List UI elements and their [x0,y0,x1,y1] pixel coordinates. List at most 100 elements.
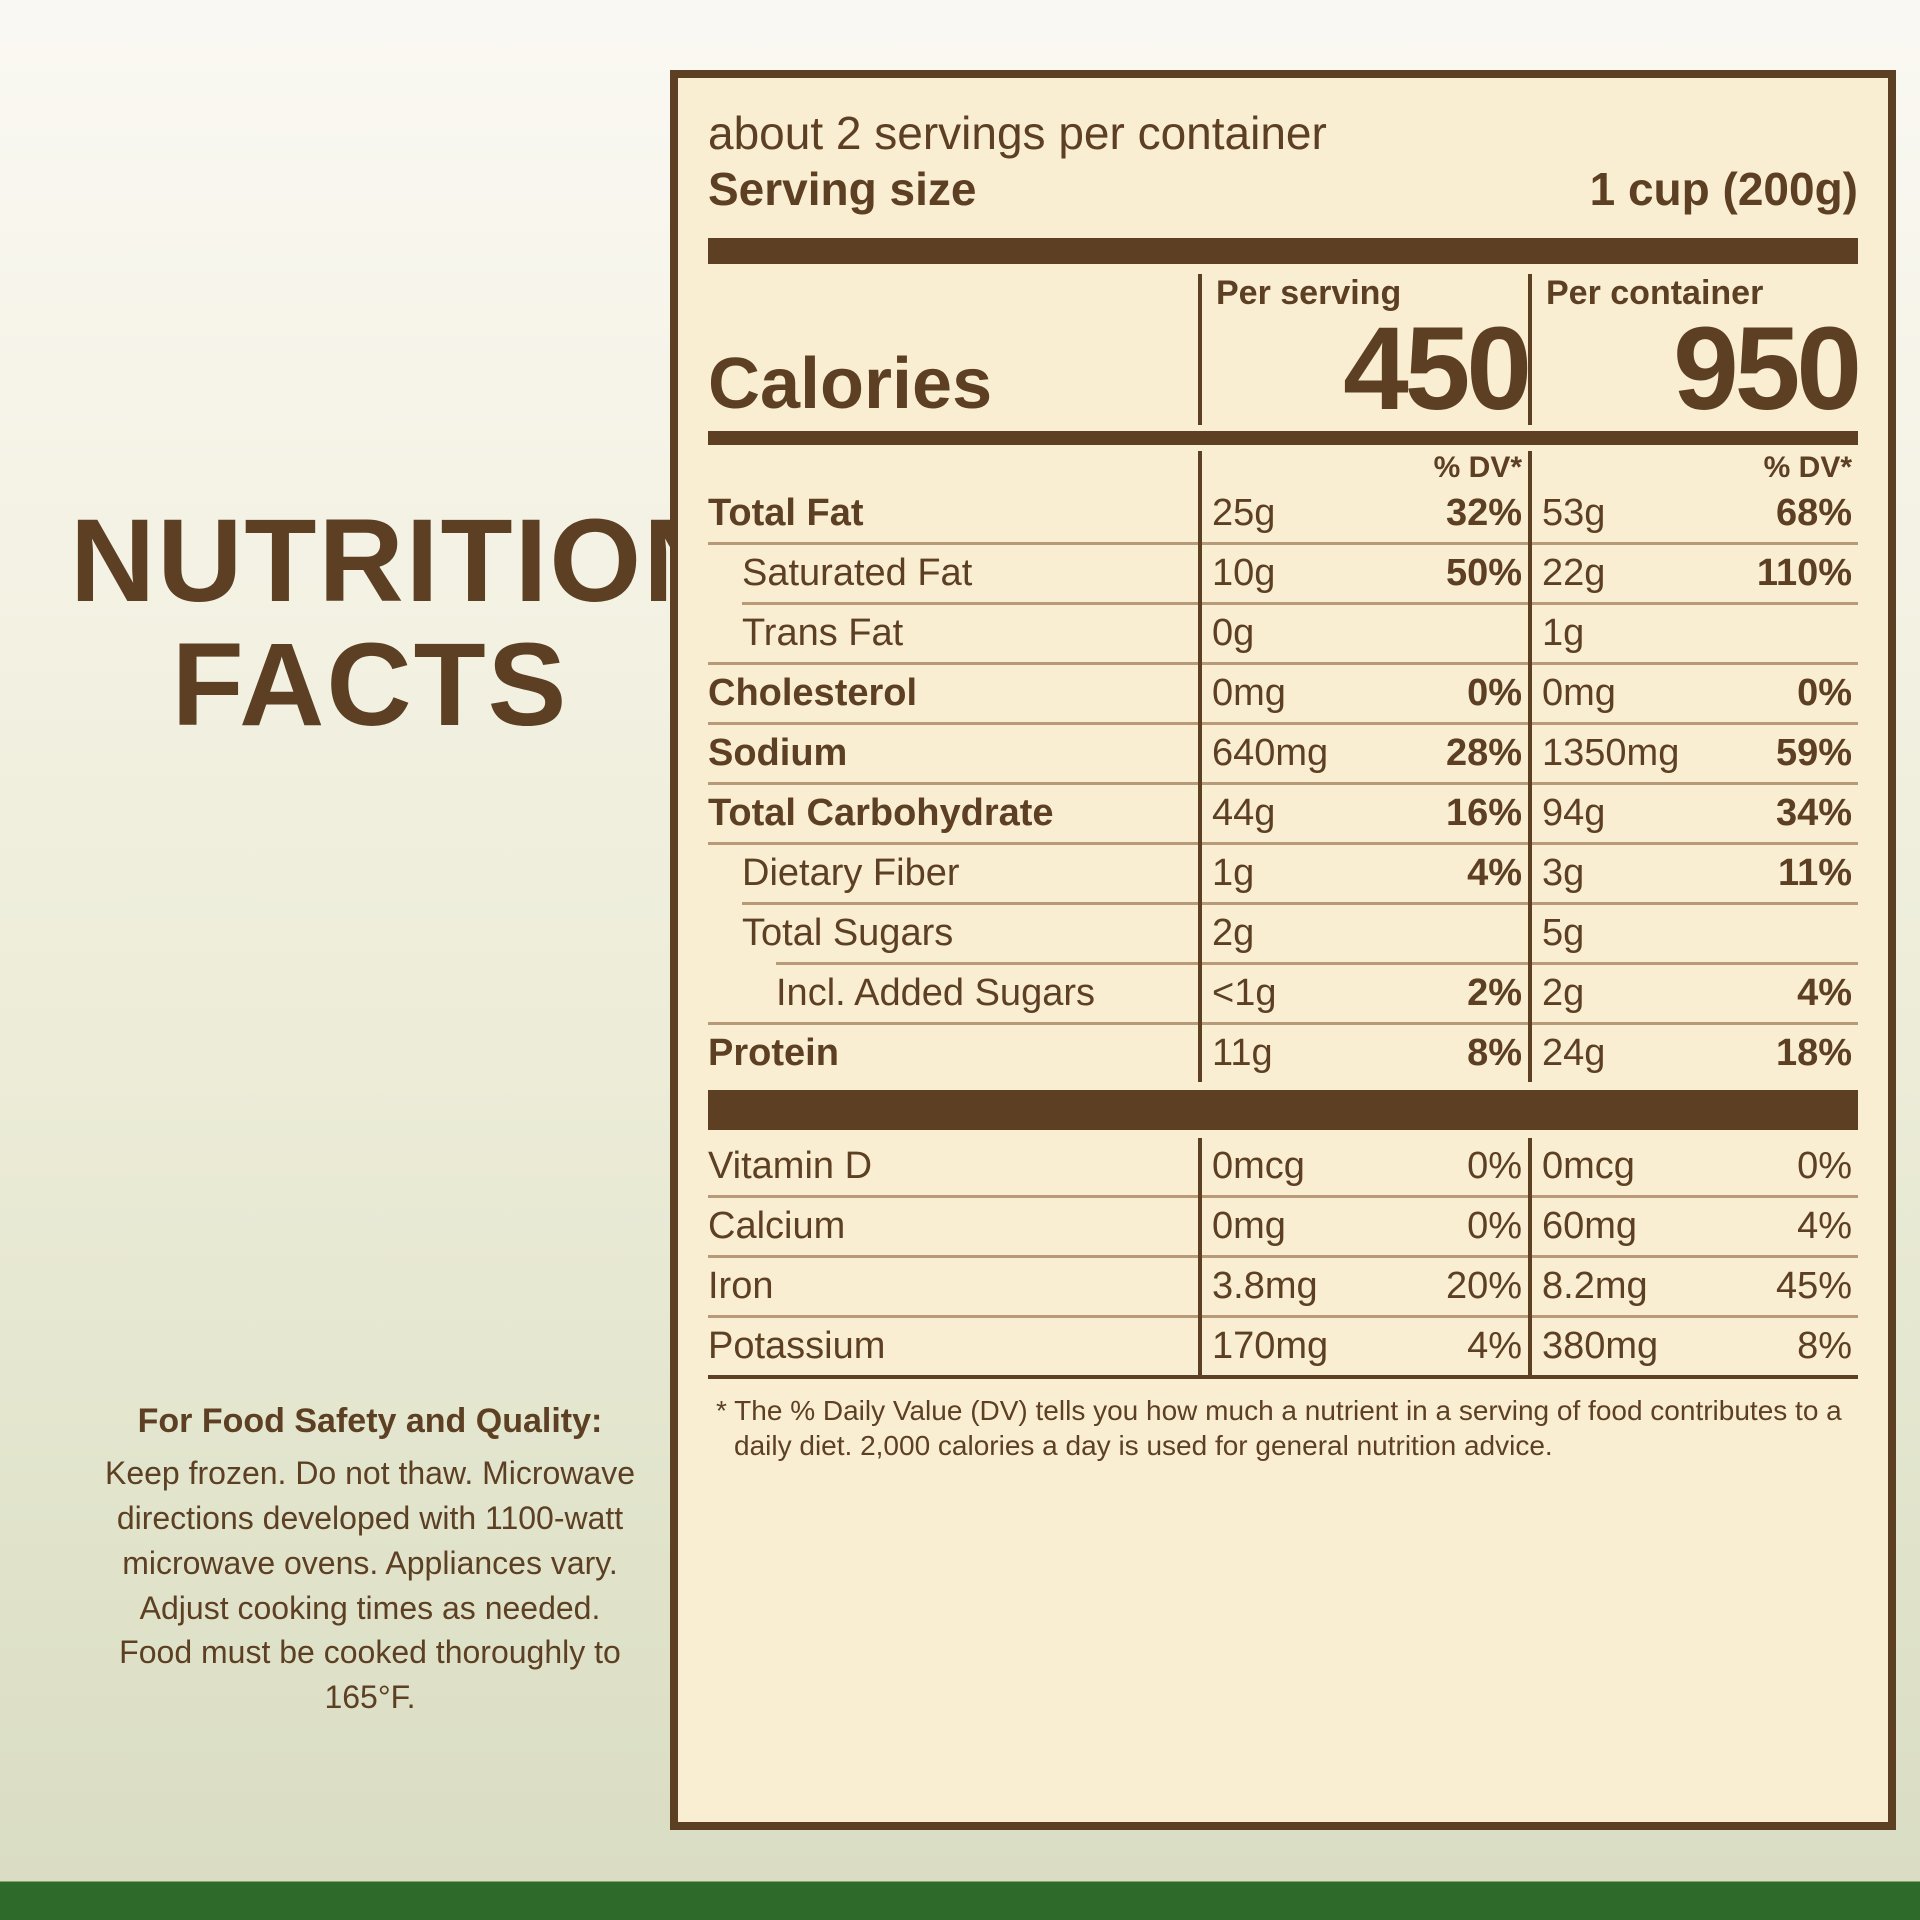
page-title: NUTRITION FACTS [70,500,670,748]
nutrient-dv-container: 11% [1738,845,1858,902]
nutrient-dv-container [1738,905,1858,962]
nutrient-dv-serving [1408,605,1528,662]
nutrient-amount-serving: 25g [1202,485,1408,542]
nutrient-label: Calcium [708,1205,845,1247]
nutrient-amount-container: 0mg [1532,665,1738,722]
nutrient-dv-container [1738,605,1858,662]
servings-per-container: about 2 servings per container [708,106,1858,160]
nutrient-row: Cholesterol 0mg0% 0mg0% [708,665,1858,722]
nutrient-amount-serving: 0g [1202,605,1408,662]
nutrient-dv-serving: 50% [1408,545,1528,602]
nutrient-dv-container: 18% [1738,1025,1858,1082]
nutrient-amount-serving: 0mg [1202,1198,1408,1255]
nutrient-dv-serving: 4% [1408,1318,1528,1375]
dv-header-row: % DV* % DV* [708,451,1858,485]
dv-footnote: * The % Daily Value (DV) tells you how m… [708,1379,1858,1463]
nutrient-label: Sodium [708,732,847,774]
nutrient-amount-container: 94g [1532,785,1738,842]
nutrient-dv-serving: 0% [1408,1138,1528,1195]
nutrient-label: Total Sugars [742,912,953,954]
nutrient-amount-container: 5g [1532,905,1738,962]
title-line-2: FACTS [70,624,670,748]
nutrient-row: Protein 11g8% 24g18% [708,1025,1858,1082]
nutrient-row: Total Carbohydrate 44g16% 94g34% [708,785,1858,842]
nutrient-dv-container: 4% [1738,965,1858,1022]
nutrients-block: Total Fat 25g32% 53g68% Saturated Fat 10… [708,485,1858,1082]
nutrient-amount-container: 0mcg [1532,1138,1738,1195]
nutrient-dv-serving: 0% [1408,1198,1528,1255]
rule-thick [708,238,1858,264]
nutrient-dv-serving: 16% [1408,785,1528,842]
rule-big [708,1090,1858,1130]
nutrient-amount-serving: 640mg [1202,725,1408,782]
nutrient-amount-serving: 0mcg [1202,1138,1408,1195]
serving-size-label: Serving size [708,162,976,216]
nutrient-amount-container: 380mg [1532,1318,1738,1375]
nutrient-row: Iron 3.8mg20% 8.2mg45% [708,1258,1858,1315]
nutrient-row: Potassium 170mg4% 380mg8% [708,1318,1858,1375]
nutrient-row: Calcium 0mg0% 60mg4% [708,1198,1858,1255]
serving-size-row: Serving size 1 cup (200g) [708,162,1858,216]
nutrient-dv-serving: 4% [1408,845,1528,902]
nutrient-dv-serving: 20% [1408,1258,1528,1315]
calories-per-serving: 450 [1343,313,1528,425]
nutrient-dv-container: 34% [1738,785,1858,842]
nutrient-label: Trans Fat [742,612,903,654]
nutrient-amount-container: 24g [1532,1025,1738,1082]
nutrient-dv-serving: 2% [1408,965,1528,1022]
nutrient-amount-serving: 2g [1202,905,1408,962]
nutrient-dv-container: 68% [1738,485,1858,542]
nutrient-dv-container: 59% [1738,725,1858,782]
nutrient-dv-container: 45% [1738,1258,1858,1315]
left-column: NUTRITION FACTS For Food Safety and Qual… [70,70,670,1920]
nutrient-label: Vitamin D [708,1145,872,1187]
nutrient-amount-container: 22g [1532,545,1738,602]
nutrient-amount-serving: 3.8mg [1202,1258,1408,1315]
nutrient-dv-serving: 8% [1408,1025,1528,1082]
nutrient-amount-container: 3g [1532,845,1738,902]
nutrition-facts-panel: about 2 servings per container Serving s… [670,70,1896,1830]
nutrient-label: Saturated Fat [742,552,972,594]
nutrient-dv-container: 110% [1738,545,1858,602]
nutrient-amount-container: 60mg [1532,1198,1738,1255]
nutrient-dv-serving: 0% [1408,665,1528,722]
nutrient-amount-serving: 10g [1202,545,1408,602]
food-safety-block: For Food Safety and Quality: Keep frozen… [70,1402,670,1720]
nutrient-amount-serving: 170mg [1202,1318,1408,1375]
nutrient-dv-container: 4% [1738,1198,1858,1255]
nutrient-dv-serving: 28% [1408,725,1528,782]
nutrient-dv-container: 0% [1738,665,1858,722]
nutrient-amount-serving: 44g [1202,785,1408,842]
title-line-1: NUTRITION [70,500,670,624]
nutrient-label: Dietary Fiber [742,852,960,894]
nutrient-label: Iron [708,1265,773,1307]
nutrient-row: Incl. Added Sugars <1g2% 2g4% [708,965,1858,1022]
nutrient-amount-container: 2g [1532,965,1738,1022]
nutrient-amount-container: 53g [1532,485,1738,542]
nutrient-label: Protein [708,1032,839,1074]
nutrient-amount-container: 1g [1532,605,1738,662]
dv-label-serving: % DV* [1434,451,1522,484]
dv-label-container: % DV* [1764,451,1852,484]
food-safety-heading: For Food Safety and Quality: [100,1402,640,1441]
calories-per-container: 950 [1673,313,1858,425]
nutrient-amount-serving: <1g [1202,965,1408,1022]
nutrient-label: Total Fat [708,492,864,534]
nutrient-amount-container: 8.2mg [1532,1258,1738,1315]
nutrient-dv-container: 8% [1738,1318,1858,1375]
calories-label: Calories [708,344,992,424]
nutrient-dv-container: 0% [1738,1138,1858,1195]
nutrient-amount-serving: 0mg [1202,665,1408,722]
serving-size-value: 1 cup (200g) [1590,162,1858,216]
nutrient-label: Total Carbohydrate [708,792,1054,834]
nutrient-row: Trans Fat 0g 1g [708,605,1858,662]
micronutrients-block: Vitamin D 0mcg0% 0mcg0% Calcium 0mg0% 60… [708,1138,1858,1375]
nutrient-dv-serving: 32% [1408,485,1528,542]
page: NUTRITION FACTS For Food Safety and Qual… [0,0,1920,1920]
nutrient-row: Vitamin D 0mcg0% 0mcg0% [708,1138,1858,1195]
food-safety-body: Keep frozen. Do not thaw. Microwave dire… [100,1451,640,1720]
nutrient-amount-serving: 11g [1202,1025,1408,1082]
nutrient-label: Cholesterol [708,672,917,714]
nutrient-row: Dietary Fiber 1g4% 3g11% [708,845,1858,902]
nutrient-amount-serving: 1g [1202,845,1408,902]
